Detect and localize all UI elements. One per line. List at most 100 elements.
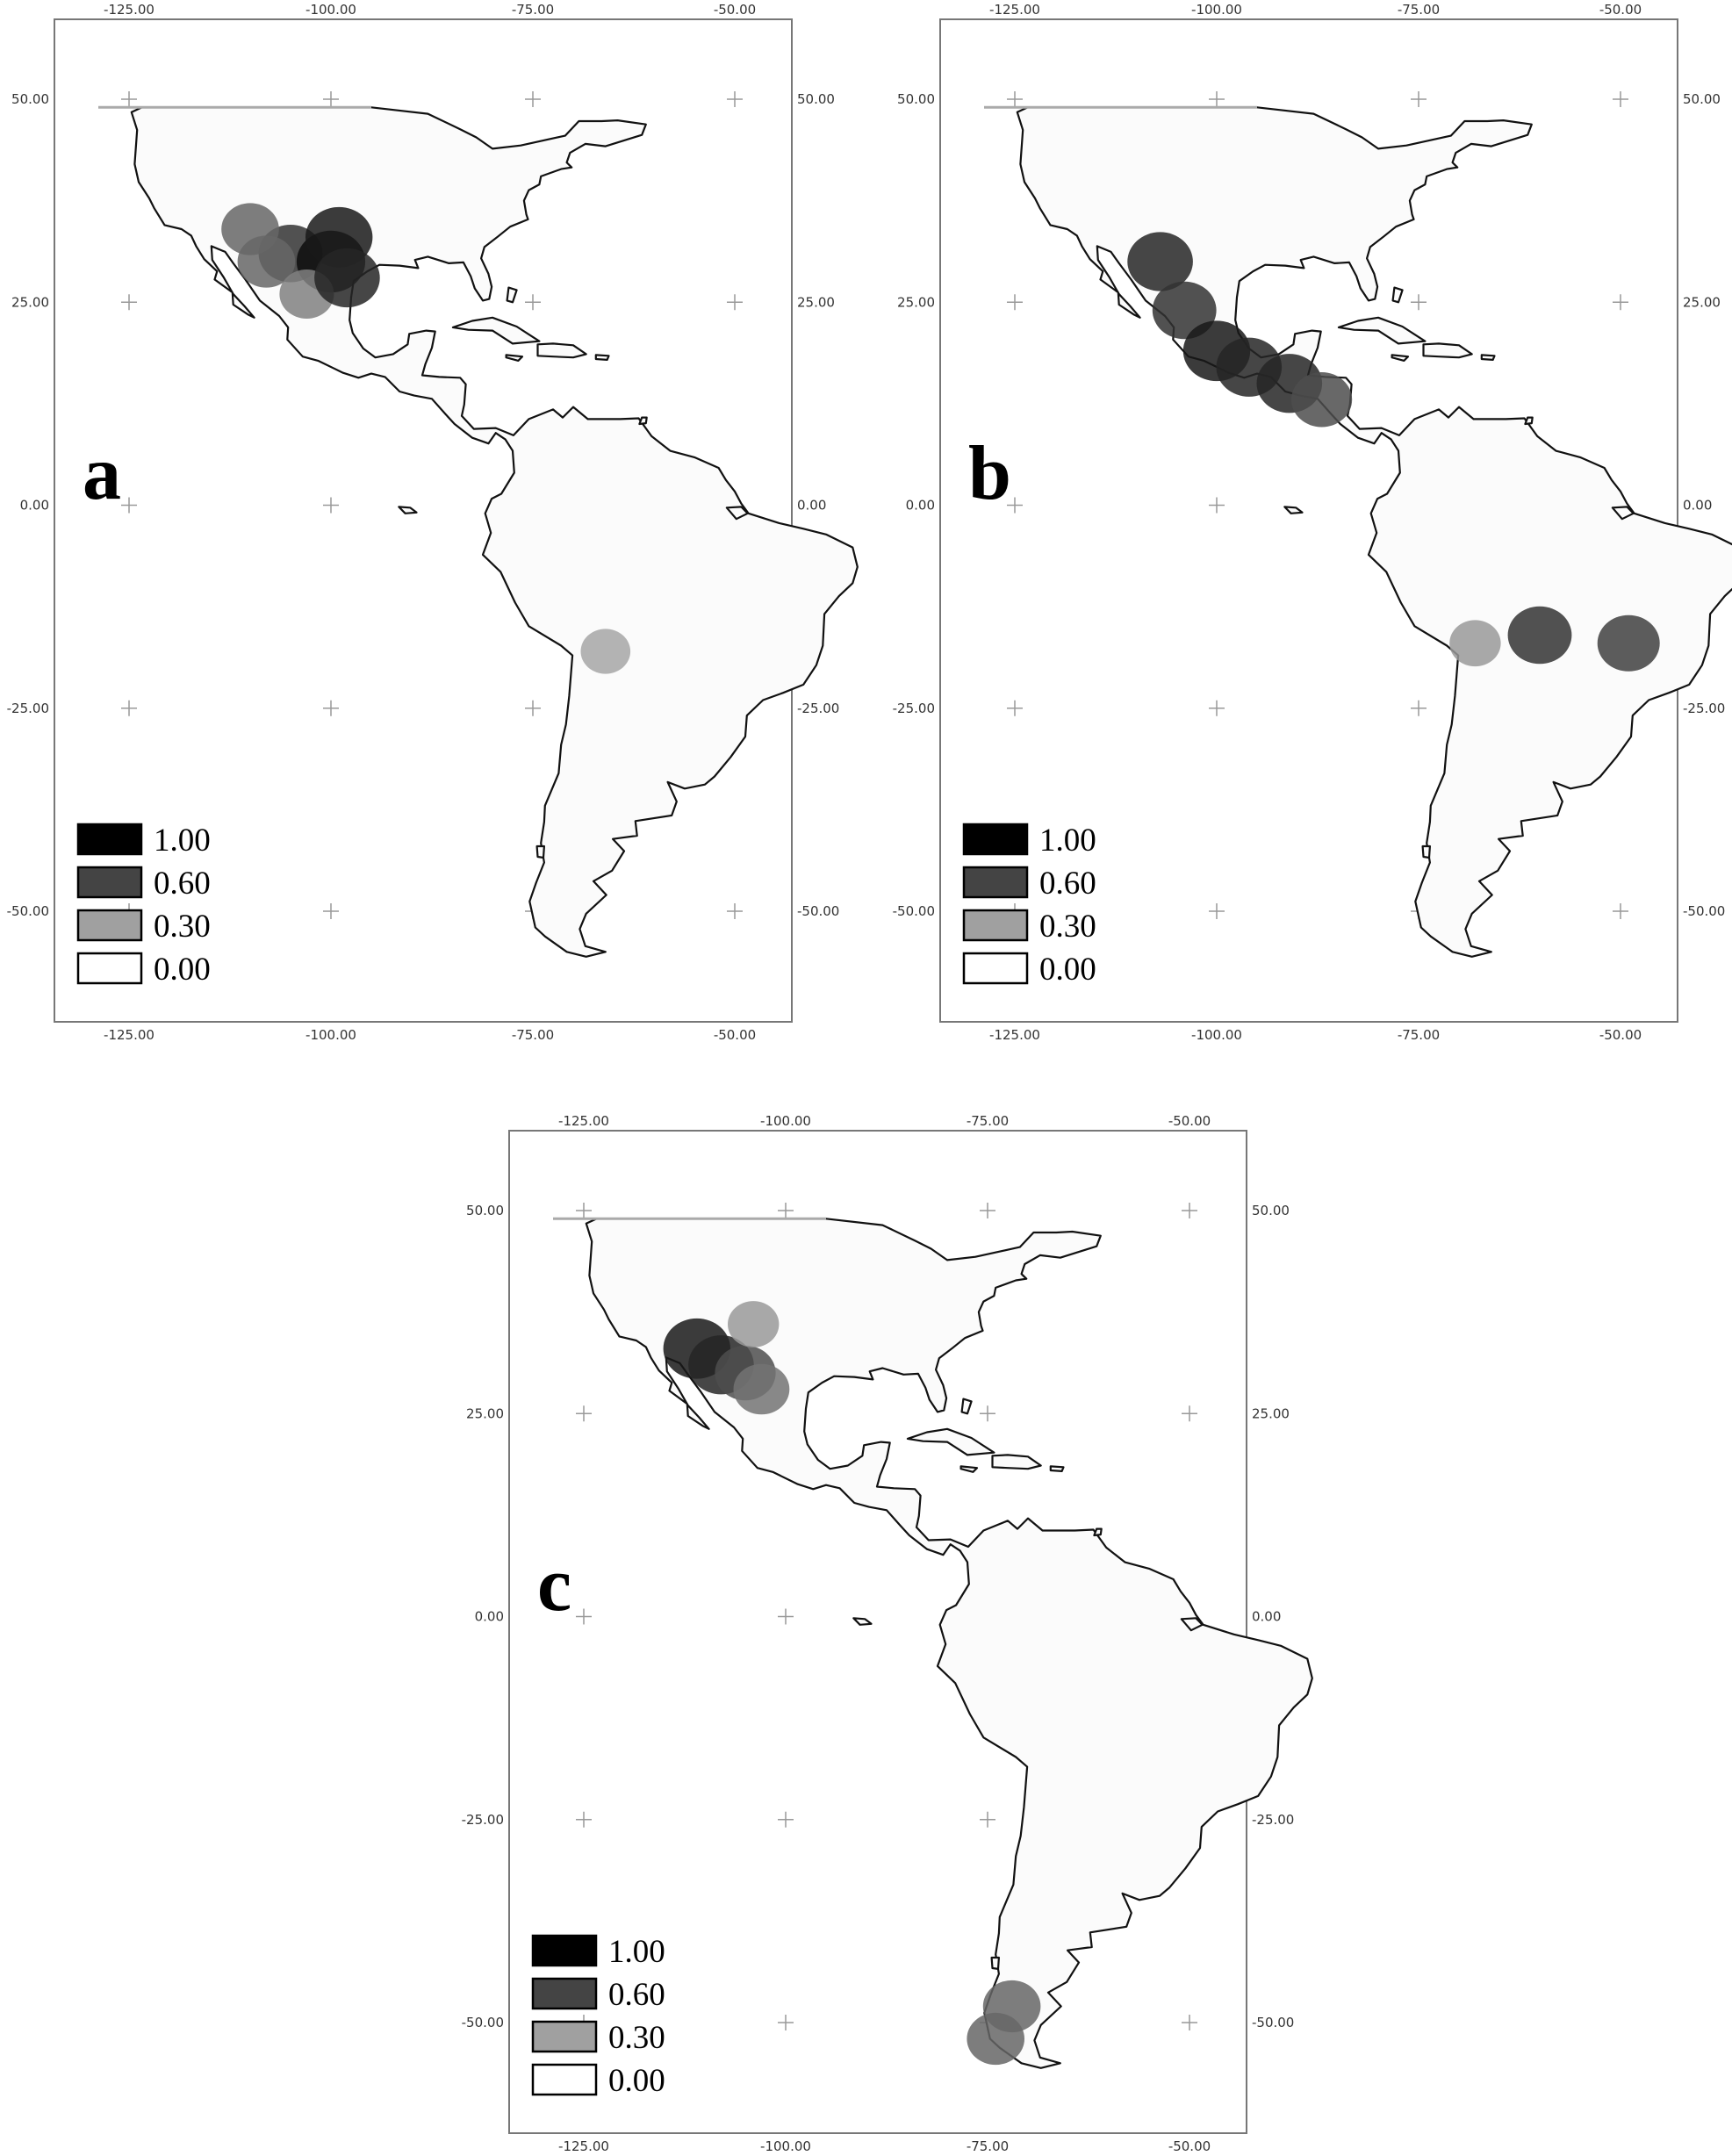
legend-label: 1.00 xyxy=(1039,823,1096,859)
grid-cross xyxy=(727,91,743,107)
suitability-patch xyxy=(580,629,631,674)
island-outline xyxy=(1337,316,1427,345)
grid-cross xyxy=(576,1811,592,1828)
y-tick-label-right: 0.00 xyxy=(1252,1609,1281,1625)
island-outline xyxy=(535,844,545,859)
legend-swatch xyxy=(962,952,1029,985)
suitability-patch xyxy=(1449,620,1501,667)
x-tick-label-bottom: -50.00 xyxy=(1599,1027,1642,1043)
grid-cross xyxy=(1007,91,1023,107)
panel-label: b xyxy=(968,431,1011,516)
y-tick-label-left: 0.00 xyxy=(906,498,935,514)
grid-cross xyxy=(1007,497,1023,514)
grid-cross xyxy=(121,700,137,716)
y-tick-label-right: 25.00 xyxy=(1683,294,1721,310)
island-outline xyxy=(1611,506,1635,521)
grid-cross xyxy=(778,1608,794,1625)
suitability-patch xyxy=(1507,606,1572,665)
suitability-patch xyxy=(314,248,380,308)
y-tick-label-right: 50.00 xyxy=(1252,1203,1290,1218)
x-tick-label-bottom: -125.00 xyxy=(558,2138,609,2154)
grid-cross xyxy=(323,903,339,919)
suitability-patch xyxy=(1597,614,1660,672)
legend-swatch xyxy=(76,866,143,899)
y-tick-label-right: 0.00 xyxy=(1683,498,1712,514)
legend-swatch xyxy=(531,1977,598,2010)
legend-label: 1.00 xyxy=(608,1934,665,1970)
grid-cross xyxy=(1411,91,1427,107)
panel-label: c xyxy=(537,1542,571,1628)
grid-cross xyxy=(323,91,339,107)
grid-cross xyxy=(323,497,339,514)
grid-cross xyxy=(980,1203,995,1218)
x-tick-label-top: -50.00 xyxy=(1599,2,1642,18)
y-tick-label-left: 25.00 xyxy=(897,294,935,310)
x-tick-label-top: -125.00 xyxy=(104,2,155,18)
legend-swatch xyxy=(76,909,143,942)
continent-outline xyxy=(585,1218,1313,2069)
island-outline xyxy=(594,354,610,361)
grid-cross xyxy=(525,294,541,311)
suitability-patch xyxy=(237,235,296,288)
grid-cross xyxy=(576,1203,592,1218)
y-tick-label-left: 50.00 xyxy=(897,91,935,107)
island-outline xyxy=(1480,354,1496,361)
grid-cross xyxy=(727,294,743,311)
legend-swatch xyxy=(531,1934,598,1967)
x-tick-label-top: -75.00 xyxy=(1398,2,1440,18)
y-tick-label-left: 50.00 xyxy=(11,91,49,107)
grid-cross xyxy=(1209,700,1225,716)
island-outline xyxy=(505,354,524,362)
x-tick-label-top: -125.00 xyxy=(558,1113,609,1129)
island-outline xyxy=(1421,844,1431,859)
island-outline xyxy=(990,1956,1000,1970)
grid-cross xyxy=(525,91,541,107)
legend-label: 0.30 xyxy=(1039,909,1096,945)
island-outline xyxy=(991,1454,1042,1470)
x-tick-label-bottom: -75.00 xyxy=(967,2138,1009,2154)
island-outline xyxy=(1093,1527,1103,1537)
island-outline xyxy=(1524,416,1534,426)
legend-label: 0.00 xyxy=(1039,952,1096,988)
y-tick-label-left: 25.00 xyxy=(466,1405,504,1421)
grid-cross xyxy=(1209,903,1225,919)
grid-cross xyxy=(1182,2015,1197,2030)
map-panel-c: -125.00 -125.00 -100.00 -100.00 -75.00 -75.00… xyxy=(462,1113,1313,2154)
legend-swatch xyxy=(962,823,1029,856)
grid-cross xyxy=(121,497,137,514)
legend-label: 0.00 xyxy=(154,952,211,988)
x-tick-label-bottom: -125.00 xyxy=(989,1027,1040,1043)
y-tick-label-left: -25.00 xyxy=(7,701,49,716)
grid-cross xyxy=(1411,700,1427,716)
island-outline xyxy=(451,316,541,345)
suitability-patch xyxy=(1127,232,1193,291)
legend-label: 0.30 xyxy=(154,909,211,945)
legend-swatch xyxy=(76,952,143,985)
island-outline xyxy=(1049,1465,1065,1472)
y-tick-label-left: 0.00 xyxy=(475,1609,504,1625)
x-tick-label-bottom: -75.00 xyxy=(512,1027,554,1043)
y-tick-label-right: 25.00 xyxy=(797,294,835,310)
y-tick-label-right: -25.00 xyxy=(1252,1812,1294,1828)
grid-cross xyxy=(121,294,137,311)
island-outline xyxy=(536,342,587,359)
x-tick-label-bottom: -125.00 xyxy=(104,1027,155,1043)
island-outline xyxy=(906,1427,995,1456)
island-outline xyxy=(638,416,648,426)
x-tick-label-bottom: -100.00 xyxy=(1191,1027,1242,1043)
island-outline xyxy=(1391,286,1404,304)
legend: 1.00 0.60 0.30 0.00 xyxy=(531,1934,665,2099)
continent-outline xyxy=(1016,106,1732,958)
x-tick-label-bottom: -50.00 xyxy=(714,1027,756,1043)
y-tick-label-right: -25.00 xyxy=(1683,701,1725,716)
island-outline xyxy=(1180,1617,1204,1632)
island-outline xyxy=(1422,342,1473,359)
y-tick-label-right: 50.00 xyxy=(797,91,835,107)
grid-cross xyxy=(576,1405,592,1422)
y-tick-label-right: 25.00 xyxy=(1252,1405,1290,1421)
grid-cross xyxy=(121,91,137,107)
suitability-patch xyxy=(967,2012,1024,2066)
x-tick-label-top: -100.00 xyxy=(305,2,356,18)
y-tick-label-right: -50.00 xyxy=(1252,2015,1294,2030)
legend-swatch xyxy=(531,2063,598,2096)
